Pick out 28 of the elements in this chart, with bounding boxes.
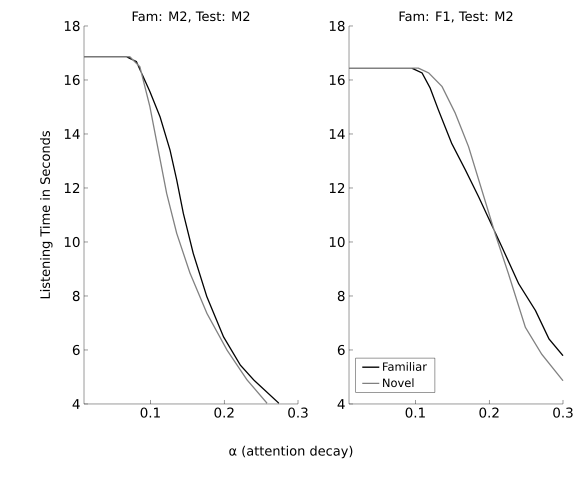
chart-title: Fam: F1, Test: M2 bbox=[400, 11, 512, 22]
x-axis-title: α (attention decay) bbox=[229, 446, 352, 458]
y-tick-label: 4 bbox=[338, 399, 345, 409]
y-tick-label: 16 bbox=[64, 74, 80, 86]
y-tick-label: 14 bbox=[330, 129, 345, 139]
y-tick-label: 18 bbox=[64, 20, 80, 32]
x-tick-label: 0.1 bbox=[140, 408, 160, 418]
y-tick-label: 6 bbox=[72, 344, 80, 356]
y-tick-label: 4 bbox=[72, 399, 80, 409]
y-tick-label: 12 bbox=[330, 182, 344, 193]
y-tick-label: 16 bbox=[330, 74, 345, 86]
chart-title: Fam: M2, Test: M2 bbox=[132, 11, 250, 22]
x-tick-label: 0.2 bbox=[479, 408, 499, 418]
y-tick-label: 10 bbox=[330, 236, 345, 248]
y-tick-label: 14 bbox=[64, 129, 80, 139]
y-tick-label: 8 bbox=[72, 290, 80, 302]
x-tick-label: 0.2 bbox=[214, 408, 234, 418]
y-axis-title: Listening Time in Seconds bbox=[40, 131, 53, 298]
x-tick-label: 0.1 bbox=[406, 408, 425, 418]
y-tick-label: 8 bbox=[338, 290, 345, 302]
legend-label: Familiar bbox=[383, 362, 427, 371]
y-tick-label: 18 bbox=[330, 20, 345, 32]
y-tick-label: 12 bbox=[64, 182, 80, 193]
y-tick-label: 6 bbox=[338, 344, 345, 356]
x-tick-label: 0.3 bbox=[288, 408, 308, 418]
x-tick-label: 0.3 bbox=[553, 408, 573, 418]
y-tick-label: 10 bbox=[64, 236, 80, 248]
legend-label: Novel bbox=[383, 378, 414, 388]
